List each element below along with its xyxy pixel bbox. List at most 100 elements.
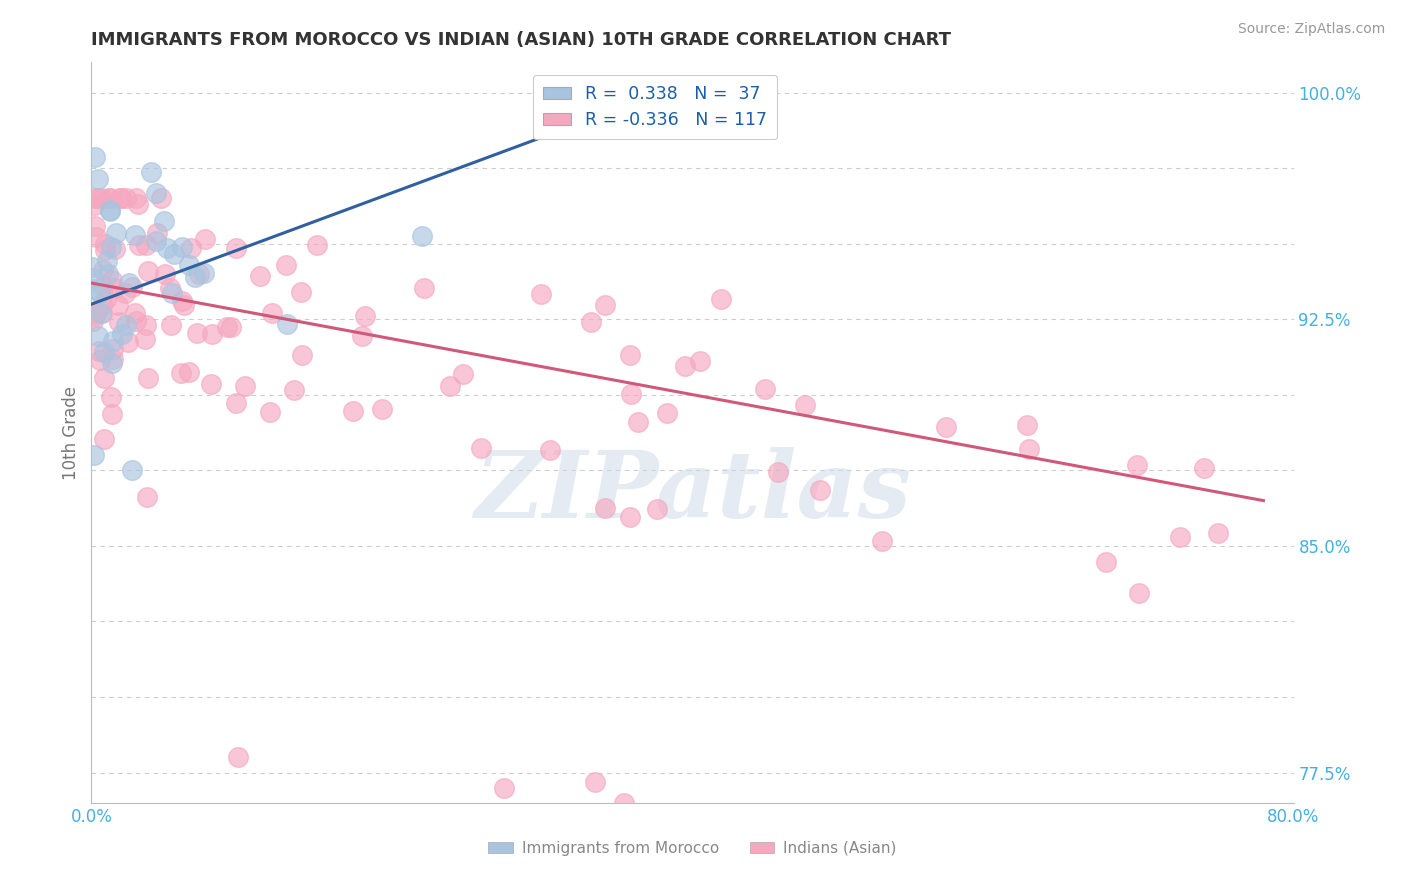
Point: [193, 266, 215, 280]
Point: [100, 191, 122, 205]
Point: [136, 263, 159, 277]
Point: [170, 367, 193, 381]
Point: [194, 232, 217, 246]
Point: [82, 314, 104, 328]
Point: [177, 258, 200, 272]
Point: [135, 318, 157, 333]
Point: [290, 285, 312, 300]
Point: [98, 191, 121, 205]
Point: [1018, 442, 1040, 457]
Point: [354, 309, 377, 323]
Point: [149, 191, 172, 205]
Point: [93, 262, 115, 277]
Point: [80, 260, 103, 274]
Point: [155, 241, 177, 255]
Point: [82, 282, 104, 296]
Point: [155, 268, 177, 282]
Point: [134, 332, 156, 346]
Point: [1192, 461, 1215, 475]
Point: [439, 379, 461, 393]
Point: [170, 240, 193, 254]
Point: [135, 490, 157, 504]
Point: [152, 213, 174, 227]
Point: [89, 285, 111, 300]
Point: [274, 258, 297, 272]
Point: [225, 240, 247, 254]
Point: [100, 240, 122, 254]
Point: [1094, 555, 1116, 569]
Point: [159, 281, 181, 295]
Point: [1125, 458, 1147, 472]
Point: [100, 390, 122, 404]
Point: [83, 198, 105, 212]
Point: [117, 334, 139, 349]
Point: [141, 165, 163, 179]
Point: [793, 398, 815, 412]
Point: [593, 501, 616, 516]
Point: [121, 463, 143, 477]
Point: [619, 348, 641, 362]
Text: Source: ZipAtlas.com: Source: ZipAtlas.com: [1237, 22, 1385, 37]
Point: [627, 415, 650, 429]
Point: [84, 150, 107, 164]
Point: [84, 219, 107, 233]
Point: [94, 243, 117, 257]
Point: [127, 197, 149, 211]
Point: [93, 345, 115, 359]
Point: [124, 314, 146, 328]
Point: [86, 304, 108, 318]
Point: [90, 298, 112, 312]
Point: [173, 298, 195, 312]
Point: [768, 465, 790, 479]
Point: [187, 267, 209, 281]
Point: [83, 309, 105, 323]
Point: [125, 191, 148, 205]
Point: [613, 796, 636, 810]
Text: IMMIGRANTS FROM MOROCCO VS INDIAN (ASIAN) 10TH GRADE CORRELATION CHART: IMMIGRANTS FROM MOROCCO VS INDIAN (ASIAN…: [91, 31, 952, 49]
Point: [810, 483, 832, 497]
Point: [371, 401, 394, 416]
Point: [101, 334, 124, 348]
Point: [180, 241, 202, 255]
Point: [103, 281, 125, 295]
Point: [754, 382, 776, 396]
Point: [107, 298, 129, 312]
Point: [98, 203, 121, 218]
Point: [135, 238, 157, 252]
Point: [710, 293, 733, 307]
Point: [93, 371, 115, 385]
Point: [145, 186, 167, 200]
Point: [114, 285, 136, 300]
Point: [262, 306, 284, 320]
Point: [1206, 525, 1229, 540]
Point: [97, 267, 120, 281]
Point: [412, 281, 434, 295]
Point: [225, 396, 247, 410]
Point: [276, 317, 298, 331]
Point: [186, 326, 208, 340]
Point: [581, 315, 603, 329]
Point: [619, 510, 641, 524]
Point: [83, 448, 105, 462]
Point: [82, 306, 104, 320]
Point: [163, 247, 186, 261]
Point: [593, 298, 616, 312]
Point: [103, 352, 125, 367]
Point: [228, 750, 250, 764]
Point: [1128, 586, 1150, 600]
Point: [350, 329, 373, 343]
Point: [689, 354, 711, 368]
Point: [470, 441, 492, 455]
Point: [101, 408, 124, 422]
Point: [201, 326, 224, 341]
Point: [291, 348, 314, 362]
Point: [110, 191, 132, 205]
Point: [162, 285, 184, 300]
Point: [96, 254, 118, 268]
Point: [583, 774, 606, 789]
Point: [87, 171, 110, 186]
Point: [84, 230, 107, 244]
Point: [620, 387, 643, 401]
Point: [124, 227, 146, 242]
Point: [283, 383, 305, 397]
